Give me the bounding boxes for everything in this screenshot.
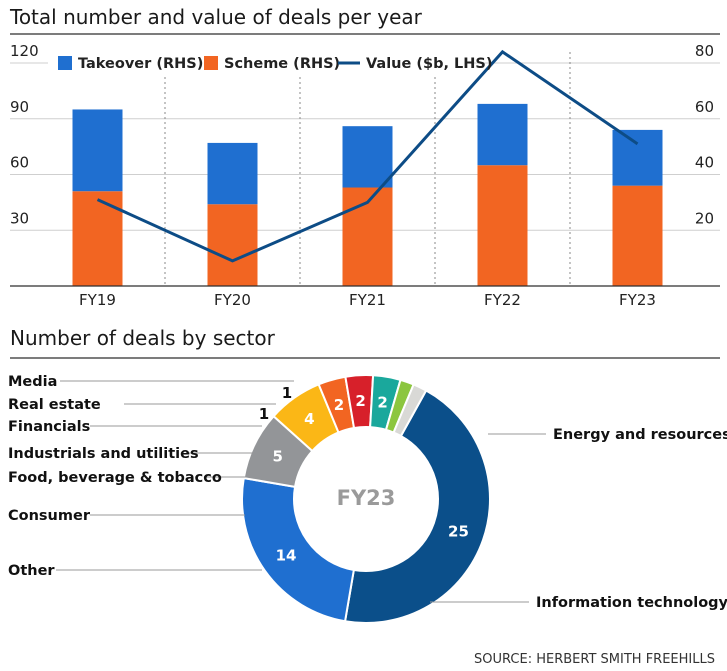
bar-takeover-FY19 xyxy=(72,109,123,192)
legend: Takeover (RHS) Scheme (RHS) Value ($b, L… xyxy=(58,56,493,72)
sector-label-media: Media xyxy=(8,374,57,390)
donut-chart-title: Number of deals by sector xyxy=(10,326,276,350)
left-tick-30: 30 xyxy=(10,209,29,227)
bar-takeover-FY23 xyxy=(612,129,663,186)
sector-label-energy-and-resources: Energy and resources xyxy=(553,427,727,443)
sector-label-real-estate: Real estate xyxy=(8,397,101,413)
slice-value-financials: 2 xyxy=(377,393,387,411)
category-label-FY20: FY20 xyxy=(214,291,251,309)
sector-labels: Energy and resources Information technolo… xyxy=(8,374,727,611)
legend-swatch-takeover xyxy=(58,56,72,70)
category-labels: FY19 FY20 FY21 FY22 FY23 xyxy=(79,291,656,309)
right-tick-20: 20 xyxy=(695,209,714,227)
bar-takeover-FY20 xyxy=(207,142,258,205)
slice-information-technology xyxy=(241,476,356,623)
slice-value-industrials-and-utilities: 2 xyxy=(355,392,365,410)
category-label-FY19: FY19 xyxy=(79,291,116,309)
donut-center-label: FY23 xyxy=(337,486,396,510)
right-tick-80: 80 xyxy=(695,42,714,60)
slice-value-real-estate: 1 xyxy=(259,405,269,423)
category-label-FY22: FY22 xyxy=(484,291,521,309)
slice-value-energy-and-resources: 25 xyxy=(448,522,469,540)
slice-value-information-technology: 14 xyxy=(276,547,297,565)
left-tick-90: 90 xyxy=(10,98,29,116)
slice-value-consumer: 4 xyxy=(304,410,314,428)
bar-scheme-FY23 xyxy=(612,185,663,286)
slice-value-media: 1 xyxy=(282,384,292,402)
legend-swatch-scheme xyxy=(204,56,218,70)
value-line-series xyxy=(96,49,639,263)
bar-scheme-FY19 xyxy=(72,191,123,286)
legend-label-takeover: Takeover (RHS) xyxy=(78,56,203,72)
sector-label-industrials-and-utilities: Industrials and utilities xyxy=(8,446,199,462)
bar-chart-title: Total number and value of deals per year xyxy=(9,5,423,29)
sector-label-consumer: Consumer xyxy=(8,508,91,524)
right-tick-60: 60 xyxy=(695,98,714,116)
bar-takeover-FY22 xyxy=(477,103,528,166)
legend-label-scheme: Scheme (RHS) xyxy=(224,56,340,72)
legend-label-value: Value ($b, LHS) xyxy=(366,56,493,72)
legend-background xyxy=(48,52,466,74)
right-tick-40: 40 xyxy=(695,154,714,172)
bar-takeover-FY21 xyxy=(342,126,393,188)
source-note: SOURCE: HERBERT SMITH FREEHILLS xyxy=(474,652,715,667)
category-label-FY21: FY21 xyxy=(349,291,386,309)
bar-scheme-FY20 xyxy=(207,204,258,286)
bar-scheme-FY22 xyxy=(477,165,528,286)
sector-label-financials: Financials xyxy=(8,419,90,435)
left-tick-120: 120 xyxy=(10,42,39,60)
sector-label-other: Other xyxy=(8,563,55,579)
stacked-bars xyxy=(72,103,663,286)
sector-label-information-technology: Information technology xyxy=(536,595,727,611)
right-axis-ticks: 20 40 60 80 xyxy=(695,42,714,227)
slice-value-food-beverage-tobacco: 2 xyxy=(334,396,344,414)
slice-media xyxy=(392,383,428,438)
left-axis-ticks: 30 60 90 120 xyxy=(10,42,39,227)
slice-energy-and-resources xyxy=(343,389,491,624)
sector-label-food-beverage-tobacco: Food, beverage & tobacco xyxy=(8,470,222,486)
slice-value-other: 5 xyxy=(273,447,283,465)
year-separators xyxy=(164,52,571,286)
sector-leader-lines xyxy=(56,380,546,603)
category-label-FY23: FY23 xyxy=(619,291,656,309)
left-tick-60: 60 xyxy=(10,154,29,172)
